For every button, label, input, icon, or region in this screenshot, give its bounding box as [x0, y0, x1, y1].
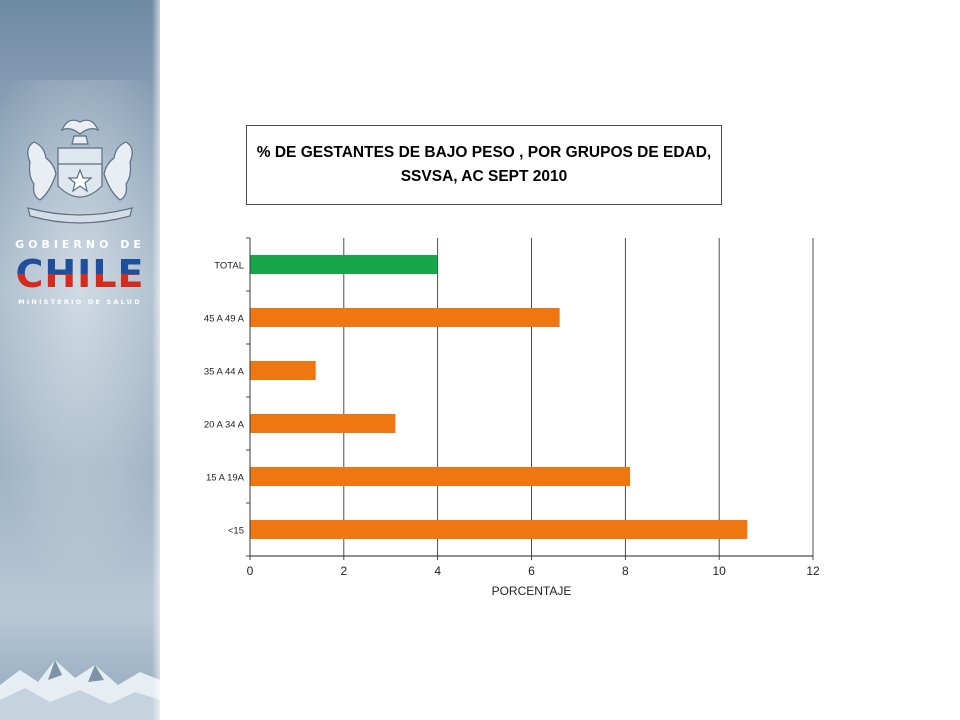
- sidebar-edge: [152, 0, 160, 720]
- x-tick-label: 4: [434, 564, 441, 578]
- bar-3: [250, 414, 396, 433]
- country-logo-word: CHILE: [0, 250, 160, 298]
- bars: [250, 255, 748, 539]
- coat-of-arms-logo: [27, 119, 133, 224]
- bar-1: [250, 308, 560, 327]
- grid-lines: [343, 238, 814, 556]
- sidebar-panel: GOBIERNO DE CHILE MINISTERIO DE SALUD: [0, 0, 160, 720]
- chart-title: % DE GESTANTES DE BAJO PESO , POR GRUPOS…: [256, 144, 712, 185]
- bar-2: [250, 361, 316, 380]
- category-label: TOTAL: [214, 261, 244, 272]
- x-tick-label: 12: [806, 564, 820, 578]
- x-tick-label: 6: [528, 564, 535, 578]
- x-tick-label: 0: [247, 564, 254, 578]
- category-label: 15 A 19A: [206, 473, 245, 484]
- x-tick-label: 10: [712, 564, 726, 578]
- bar-0: [250, 255, 438, 274]
- category-label: 35 A 44 A: [204, 367, 245, 378]
- category-label: 45 A 49 A: [204, 314, 245, 325]
- chart-title-box: % DE GESTANTES DE BAJO PESO , POR GRUPOS…: [246, 125, 722, 205]
- government-label: GOBIERNO DE: [15, 238, 145, 251]
- mountains-image: [0, 660, 160, 720]
- category-label: <15: [228, 526, 244, 537]
- labels: 0 2 4 6 8 10 12 TOTAL 45 A 49 A 35 A 44 A 20 A 34 …: [204, 261, 820, 599]
- x-tick-label: 2: [340, 564, 347, 578]
- bar-5: [250, 520, 748, 539]
- axes: [246, 237, 814, 560]
- x-axis-title: PORCENTAJE: [492, 584, 572, 598]
- ministry-label: MINISTERIO DE SALUD: [18, 298, 142, 306]
- x-tick-label: 8: [622, 564, 629, 578]
- category-label: 20 A 34 A: [204, 420, 245, 431]
- bar-4: [250, 467, 631, 486]
